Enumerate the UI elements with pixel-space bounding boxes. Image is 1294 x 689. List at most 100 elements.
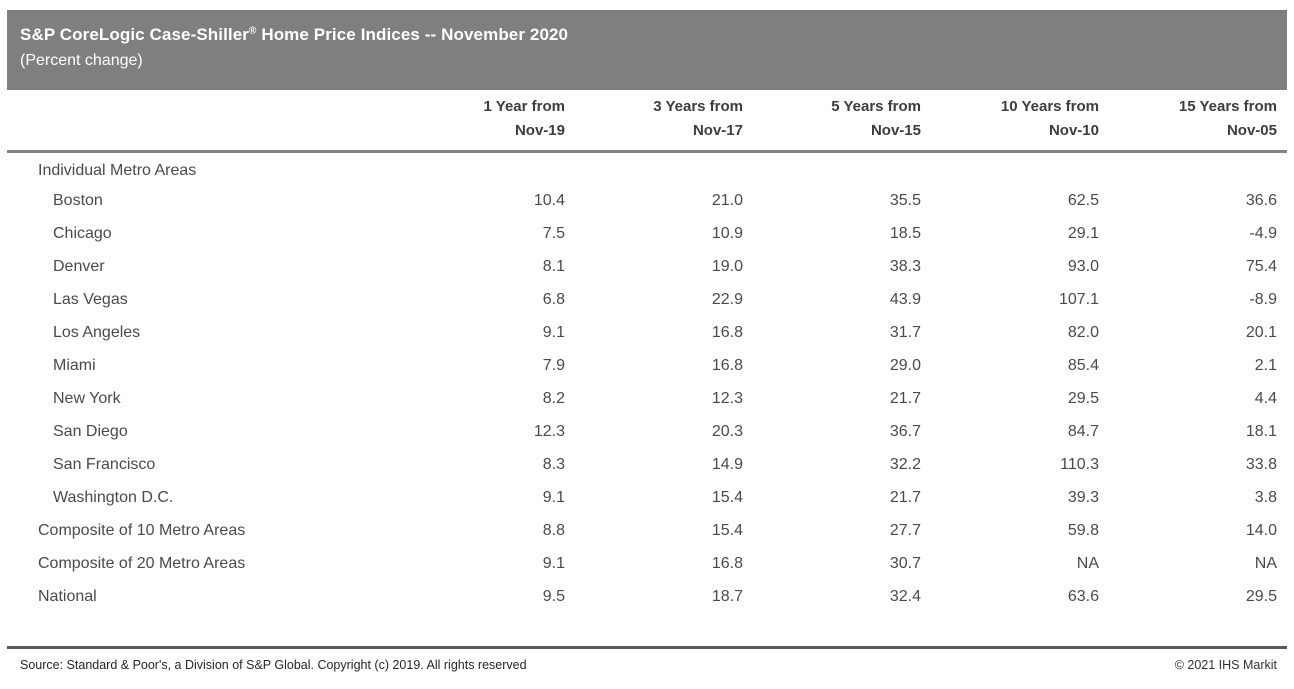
value-cell: NA: [1076, 555, 1099, 572]
table-row: New York 8.2 12.3 21.7 29.5 4.4: [7, 383, 1287, 416]
column-header-15yr: 15 Years from Nov-05: [1099, 90, 1287, 153]
value-cell: 7.9: [542, 357, 565, 374]
value-cell: 20.1: [1245, 324, 1277, 341]
column-header-line1: 1 Year from: [483, 98, 565, 115]
section-row: Composite of 20 Metro Areas 9.1 16.8 30.7 NA…: [7, 548, 1287, 581]
value-cell: 85.4: [1067, 357, 1099, 374]
column-header-line2: Nov-10: [1048, 122, 1099, 139]
value-cell: 32.2: [889, 456, 921, 473]
value-cell: 93.0: [1067, 258, 1099, 275]
column-header-line2: Nov-05: [1226, 122, 1277, 139]
value-cell: 29.0: [889, 357, 921, 374]
column-header-10yr: 10 Years from Nov-10: [921, 90, 1099, 153]
value-cell: 9.5: [542, 588, 565, 605]
value-cell: 21.7: [889, 390, 921, 407]
value-cell: 36.7: [889, 423, 921, 440]
value-cell: 63.6: [1067, 588, 1099, 605]
value-cell: 32.4: [889, 588, 921, 605]
value-cell: 29.5: [1245, 588, 1277, 605]
value-cell: -4.9: [1249, 225, 1277, 242]
source-text: Source: Standard & Poor's, a Division of…: [20, 657, 527, 672]
section-row: Composite of 10 Metro Areas 8.8 15.4 27.7 59…: [7, 515, 1287, 548]
row-label-header: [7, 90, 387, 153]
value-cell: 2.1: [1254, 357, 1277, 374]
copyright-text: © 2021 IHS Markit: [1174, 657, 1277, 672]
table-header: 1 Year from Nov-19 3 Years from Nov-17 5…: [7, 90, 1287, 153]
value-cell: [1099, 152, 1287, 185]
value-cell: 9.1: [542, 324, 565, 341]
value-cell: 10.9: [711, 225, 743, 242]
column-header-line2: Nov-15: [870, 122, 921, 139]
table-row: San Diego 12.3 20.3 36.7 84.7 18.1: [7, 416, 1287, 449]
row-label: Individual Metro Areas: [38, 161, 197, 179]
row-label: San Francisco: [53, 456, 156, 473]
row-label: Miami: [53, 357, 96, 374]
value-cell: 39.3: [1067, 489, 1099, 506]
row-label: Los Angeles: [53, 324, 141, 341]
value-cell: 6.8: [542, 291, 565, 308]
value-cell: 18.5: [889, 225, 921, 242]
value-cell: 8.3: [542, 456, 565, 473]
page: S&P CoreLogic Case-Shiller® Home Price I…: [0, 10, 1294, 689]
value-cell: 4.4: [1254, 390, 1277, 407]
table-row: Los Angeles 9.1 16.8 31.7 82.0 20.1: [7, 317, 1287, 350]
value-cell: 9.1: [542, 489, 565, 506]
value-cell: 22.9: [711, 291, 743, 308]
value-cell: 18.7: [711, 588, 743, 605]
column-header-5yr: 5 Years from Nov-15: [743, 90, 921, 153]
row-label: Las Vegas: [53, 291, 128, 308]
column-header-line1: 10 Years from: [1000, 98, 1099, 115]
page-title: S&P CoreLogic Case-Shiller® Home Price I…: [20, 23, 1287, 46]
value-cell: [565, 152, 743, 185]
value-cell: 29.1: [1067, 225, 1099, 242]
value-cell: 43.9: [889, 291, 921, 308]
value-cell: 59.8: [1067, 522, 1099, 539]
value-cell: 29.5: [1067, 390, 1099, 407]
value-cell: NA: [1254, 555, 1277, 572]
value-cell: 8.2: [542, 390, 565, 407]
title-rest: Home Price Indices -- November 2020: [256, 25, 569, 44]
section-row: National 9.5 18.7 32.4 63.6 29.5: [7, 581, 1287, 614]
value-cell: 31.7: [889, 324, 921, 341]
title-main: S&P CoreLogic Case-Shiller: [20, 25, 250, 44]
value-cell: 21.0: [711, 192, 743, 209]
value-cell: 75.4: [1245, 258, 1277, 275]
value-cell: [743, 152, 921, 185]
value-cell: 19.0: [711, 258, 743, 275]
row-label: Composite of 10 Metro Areas: [38, 522, 246, 539]
value-cell: 33.8: [1245, 456, 1277, 473]
value-cell: 36.6: [1245, 192, 1277, 209]
value-cell: 16.8: [711, 324, 743, 341]
header-bar: S&P CoreLogic Case-Shiller® Home Price I…: [7, 10, 1287, 90]
home-price-indices-table: 1 Year from Nov-19 3 Years from Nov-17 5…: [7, 90, 1287, 614]
table-body: Individual Metro Areas Boston 10.4 21.0 35.5…: [7, 152, 1287, 614]
value-cell: 84.7: [1067, 423, 1099, 440]
footer-divider: [7, 645, 1287, 649]
value-cell: 14.0: [1245, 522, 1277, 539]
value-cell: 21.7: [889, 489, 921, 506]
column-header-line2: Nov-19: [514, 122, 565, 139]
page-subtitle: (Percent change): [20, 52, 143, 69]
value-cell: 3.8: [1254, 489, 1277, 506]
row-label: San Diego: [53, 423, 128, 440]
value-cell: 27.7: [889, 522, 921, 539]
column-header-line1: 3 Years from: [653, 98, 743, 115]
value-cell: 110.3: [1060, 456, 1099, 473]
value-cell: 12.3: [533, 423, 565, 440]
column-header-1yr: 1 Year from Nov-19: [387, 90, 565, 153]
value-cell: 15.4: [711, 522, 743, 539]
value-cell: -8.9: [1249, 291, 1277, 308]
value-cell: 12.3: [711, 390, 743, 407]
column-header-3yr: 3 Years from Nov-17: [565, 90, 743, 153]
value-cell: 9.1: [542, 555, 565, 572]
table-row: Washington D.C. 9.1 15.4 21.7 39.3 3.8: [7, 482, 1287, 515]
value-cell: 7.5: [542, 225, 565, 242]
value-cell: 82.0: [1067, 324, 1099, 341]
table-row: Miami 7.9 16.8 29.0 85.4 2.1: [7, 350, 1287, 383]
row-label: Composite of 20 Metro Areas: [38, 555, 246, 572]
section-row: Individual Metro Areas: [7, 152, 1287, 185]
value-cell: 8.8: [542, 522, 565, 539]
value-cell: 10.4: [533, 192, 565, 209]
value-cell: 18.1: [1245, 423, 1277, 440]
row-label: New York: [53, 390, 121, 407]
